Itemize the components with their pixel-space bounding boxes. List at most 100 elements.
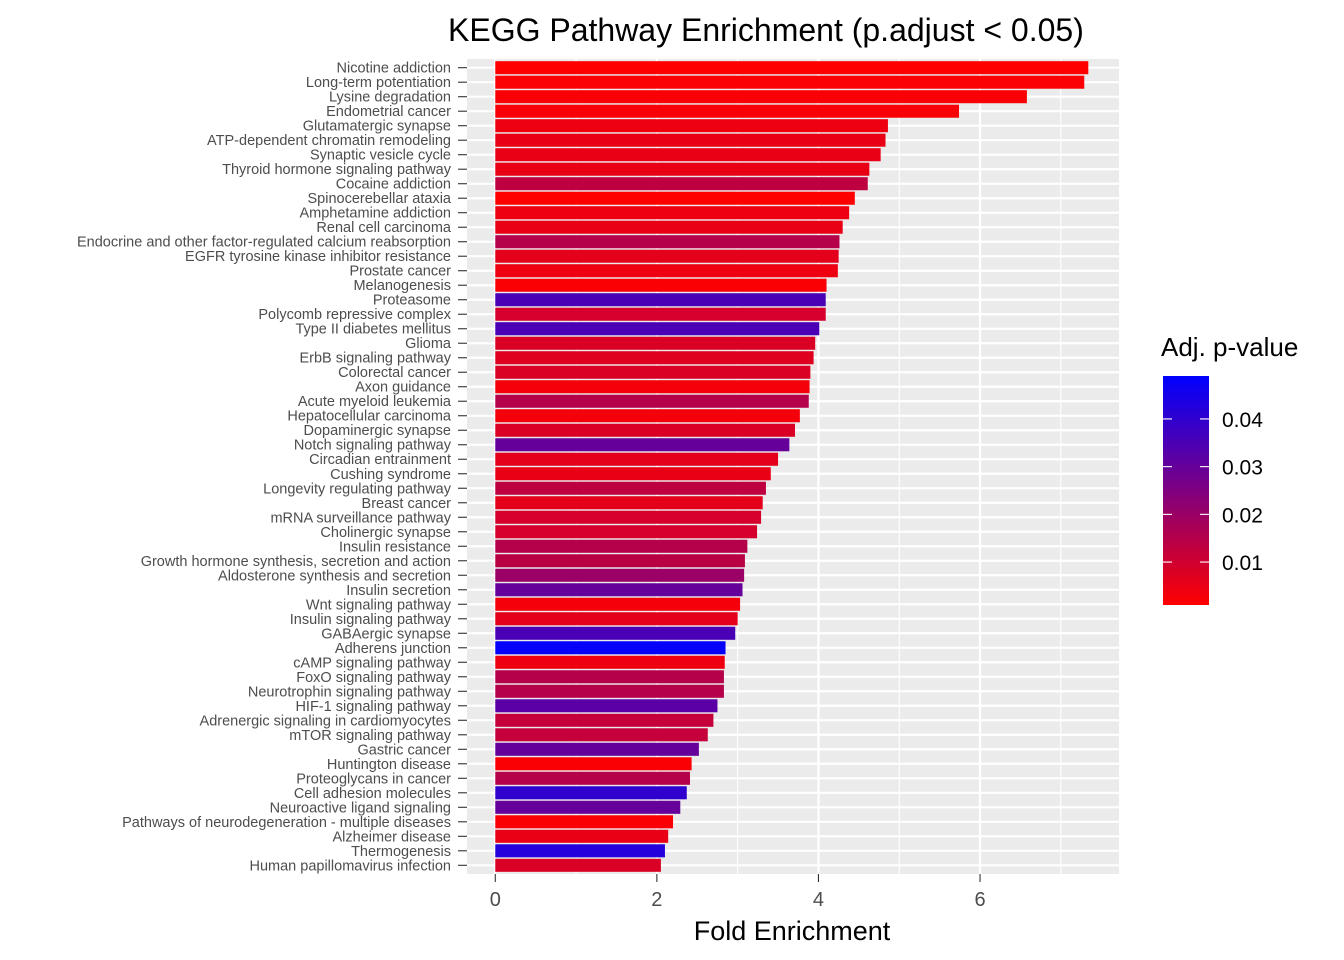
bar [495, 612, 738, 626]
bar [495, 75, 1085, 89]
chart-title: KEGG Pathway Enrichment (p.adjust < 0.05… [448, 12, 1084, 48]
bar [495, 728, 708, 742]
bar [495, 481, 766, 495]
legend-ticks: 0.01 0.02 0.03 0.04 [1163, 409, 1263, 575]
y-tick-label: Circadian entrainment [309, 452, 451, 468]
bar [495, 133, 886, 147]
bar [495, 220, 843, 234]
bar [495, 119, 888, 133]
x-axis-title: Fold Enrichment [694, 916, 891, 946]
x-tick-label: 6 [974, 889, 985, 911]
bar [495, 583, 743, 597]
y-tick-label: Glutamatergic synapse [303, 119, 451, 135]
bars [495, 61, 1089, 872]
y-tick-label: Neurotrophin signaling pathway [248, 684, 452, 700]
y-tick-label: Adrenergic signaling in cardiomyocytes [200, 713, 451, 729]
y-tick-label: EGFR tyrosine kinase inhibitor resistanc… [185, 249, 451, 265]
x-axis-ticks: 0 2 4 6 [490, 874, 986, 911]
bar [495, 597, 741, 611]
bar [495, 235, 840, 249]
y-tick-label: Aldosterone synthesis and secretion [218, 568, 451, 584]
y-tick-label: mTOR signaling pathway [289, 728, 451, 744]
y-tick-label: Adherens junction [335, 641, 451, 657]
bar [495, 177, 868, 191]
bar [495, 148, 881, 162]
bar [495, 423, 796, 437]
y-tick-label: Proteoglycans in cancer [296, 771, 451, 787]
y-tick-label: Proteasome [373, 293, 451, 309]
legend-colorbar [1163, 376, 1209, 605]
y-tick-label: Lysine degradation [329, 90, 451, 106]
legend-tick-label: 0.04 [1222, 409, 1263, 432]
y-tick-label: Longevity regulating pathway [263, 481, 452, 497]
bar [495, 641, 726, 655]
y-tick-label: Pathways of neurodegeneration - multiple… [122, 815, 451, 831]
y-tick-label: GABAergic synapse [321, 626, 451, 642]
legend-tick-label: 0.01 [1222, 552, 1263, 575]
y-tick-label: Dopaminergic synapse [304, 423, 452, 439]
y-tick-label: Breast cancer [362, 496, 452, 512]
y-tick-label: Huntington disease [327, 757, 451, 773]
bar [495, 655, 725, 669]
bar [495, 626, 736, 640]
bar [495, 858, 661, 872]
bar [495, 670, 724, 684]
bar [495, 104, 960, 118]
bar [495, 525, 758, 539]
bar [495, 61, 1089, 75]
bar [495, 757, 692, 771]
x-tick-label: 4 [813, 889, 824, 911]
bar [495, 351, 814, 365]
bar [495, 206, 850, 220]
y-tick-label: Cholinergic synapse [320, 525, 451, 541]
y-tick-label: Synaptic vesicle cycle [310, 148, 451, 164]
bar [495, 467, 771, 481]
bar [495, 844, 665, 858]
y-tick-label: cAMP signaling pathway [293, 655, 451, 671]
y-tick-label: Insulin resistance [339, 539, 451, 555]
y-tick-label: Endocrine and other factor-regulated cal… [77, 235, 451, 251]
y-tick-label: Gastric cancer [358, 742, 452, 758]
y-tick-label: ErbB signaling pathway [299, 351, 451, 367]
bar [495, 771, 690, 785]
bar [495, 249, 839, 263]
bar [495, 800, 681, 814]
bar [495, 699, 718, 713]
bar [495, 496, 763, 510]
bar [495, 90, 1027, 104]
bar [495, 742, 699, 756]
y-tick-label: Hepatocellular carcinoma [287, 409, 452, 425]
y-tick-label: Axon guidance [355, 380, 451, 396]
bar [495, 684, 724, 698]
y-tick-label: Neuroactive ligand signaling [270, 800, 451, 816]
bar [495, 510, 762, 524]
bar [495, 162, 870, 176]
y-tick-label: Thermogenesis [351, 844, 451, 860]
legend-tick-label: 0.02 [1222, 504, 1263, 527]
bar [495, 409, 800, 423]
y-tick-label: Type II diabetes mellitus [295, 322, 451, 338]
bar [495, 786, 687, 800]
bar [495, 713, 714, 727]
y-tick-label: Human papillomavirus infection [250, 858, 452, 874]
bar [495, 380, 810, 394]
color-legend: Adj. p-value 0.01 0.02 0.03 0.04 [1161, 332, 1298, 605]
x-tick-label: 0 [490, 889, 501, 911]
y-tick-label: Long-term potentiation [306, 75, 451, 91]
bar [495, 815, 674, 829]
y-tick-label: Thyroid hormone signaling pathway [222, 162, 452, 178]
y-tick-label: mRNA surveillance pathway [270, 510, 451, 526]
legend-title: Adj. p-value [1161, 332, 1298, 362]
y-tick-label: HIF-1 signaling pathway [295, 699, 451, 715]
y-tick-label: Nicotine addiction [337, 61, 451, 77]
bar [495, 452, 779, 466]
y-tick-label: Acute myeloid leukemia [298, 394, 452, 410]
bar [495, 365, 811, 379]
bar [495, 322, 820, 336]
bar [495, 568, 745, 582]
y-tick-label: Cushing syndrome [330, 467, 451, 483]
y-tick-label: Cell adhesion molecules [294, 786, 451, 802]
bar [495, 554, 745, 568]
